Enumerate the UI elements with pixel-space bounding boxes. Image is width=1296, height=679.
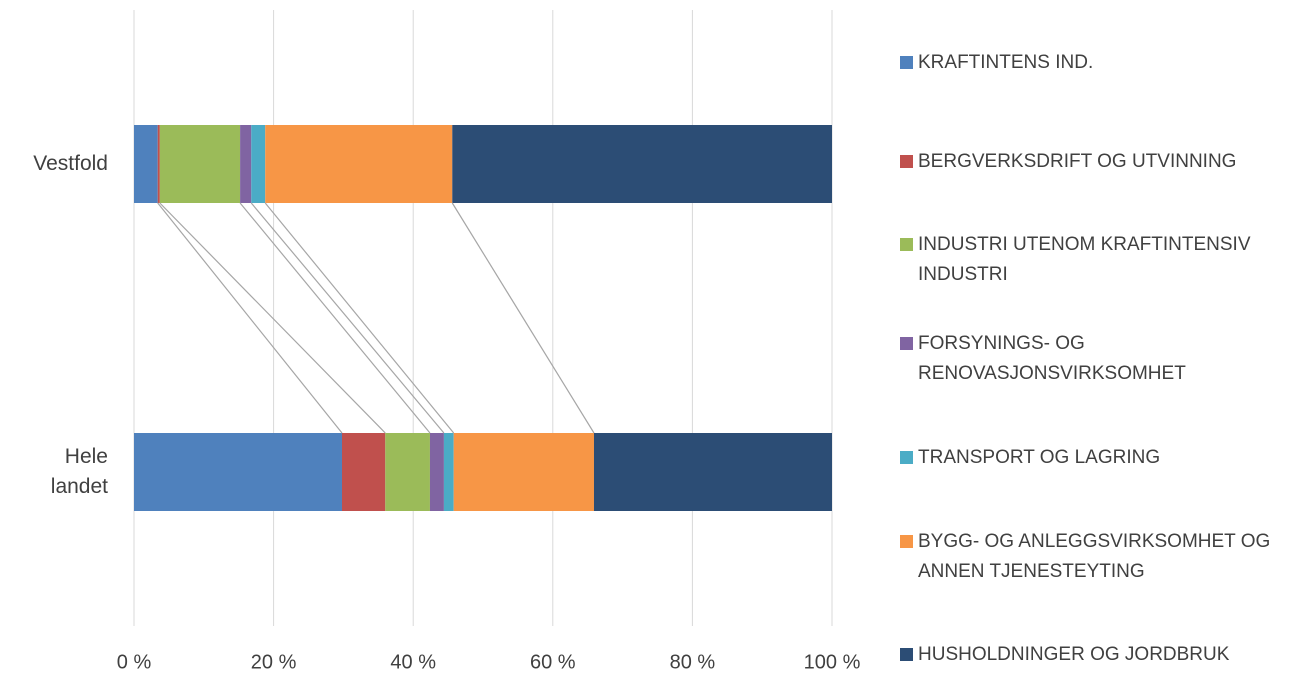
legend-swatch xyxy=(900,337,913,351)
series-line xyxy=(159,202,386,434)
legend-label: FORSYNINGS- OG RENOVASJONSVIRKSOMHET xyxy=(918,333,1186,385)
x-tick-label: 60 % xyxy=(530,651,576,673)
legend-item: BYGG- OG ANLEGGSVIRKSOMHET OG ANNEN TJEN… xyxy=(900,527,1290,587)
bar-segment xyxy=(134,433,343,511)
bar-segment xyxy=(265,125,453,203)
legend-item: FORSYNINGS- OG RENOVASJONSVIRKSOMHET xyxy=(900,329,1290,389)
series-line xyxy=(451,202,595,434)
bar-segment xyxy=(443,433,454,511)
legend-label: HUSHOLDNINGER OG JORDBRUK xyxy=(918,644,1230,666)
series-line xyxy=(239,202,431,434)
series-line xyxy=(250,202,445,434)
bar-segment xyxy=(453,433,594,511)
series-line xyxy=(157,202,343,434)
legend-item: INDUSTRI UTENOM KRAFTINTENSIV INDUSTRI xyxy=(900,230,1290,290)
x-tick-label: 0 % xyxy=(117,651,152,673)
legend-swatch xyxy=(900,56,913,69)
bar-segment xyxy=(159,125,241,203)
legend-swatch xyxy=(900,450,913,464)
legend-item: TRANSPORT OG LAGRING xyxy=(900,443,1290,473)
legend-swatch xyxy=(900,238,913,252)
legend-swatch xyxy=(900,534,913,548)
x-tick-label: 40 % xyxy=(390,651,436,673)
legend-item: HUSHOLDNINGER OG JORDBRUK xyxy=(900,640,1290,670)
legend-label: TRANSPORT OG LAGRING xyxy=(918,446,1161,468)
legend-swatch xyxy=(900,154,913,168)
bar-segment xyxy=(452,125,832,203)
bar-segment xyxy=(429,433,444,511)
bar-segment xyxy=(342,433,386,511)
bar-segment xyxy=(385,433,430,511)
legend-label: BYGG- OG ANLEGGSVIRKSOMHET OG ANNEN TJEN… xyxy=(918,530,1271,582)
legend-item: BERGVERKSDRIFT OG UTVINNING xyxy=(900,147,1290,177)
x-tick-label: 80 % xyxy=(670,651,716,673)
y-tick-label: Hele landet xyxy=(50,445,108,498)
legend-label: KRAFTINTENS IND. xyxy=(918,52,1094,73)
bar-segment xyxy=(134,125,158,203)
legend-label: BERGVERKSDRIFT OG UTVINNING xyxy=(918,150,1237,172)
legend-swatch xyxy=(900,648,913,662)
legend-label: INDUSTRI UTENOM KRAFTINTENSIV INDUSTRI xyxy=(918,234,1251,286)
bar-segment xyxy=(157,125,160,203)
y-tick-label: Vestfold xyxy=(33,152,108,175)
legend-item: KRAFTINTENS IND. xyxy=(900,48,1290,78)
x-tick-label: 20 % xyxy=(251,651,297,673)
bar-segment xyxy=(240,125,252,203)
x-tick-label: 100 % xyxy=(804,651,861,673)
series-line xyxy=(264,202,455,434)
bar-segment xyxy=(593,433,832,511)
bar-segment xyxy=(251,125,266,203)
